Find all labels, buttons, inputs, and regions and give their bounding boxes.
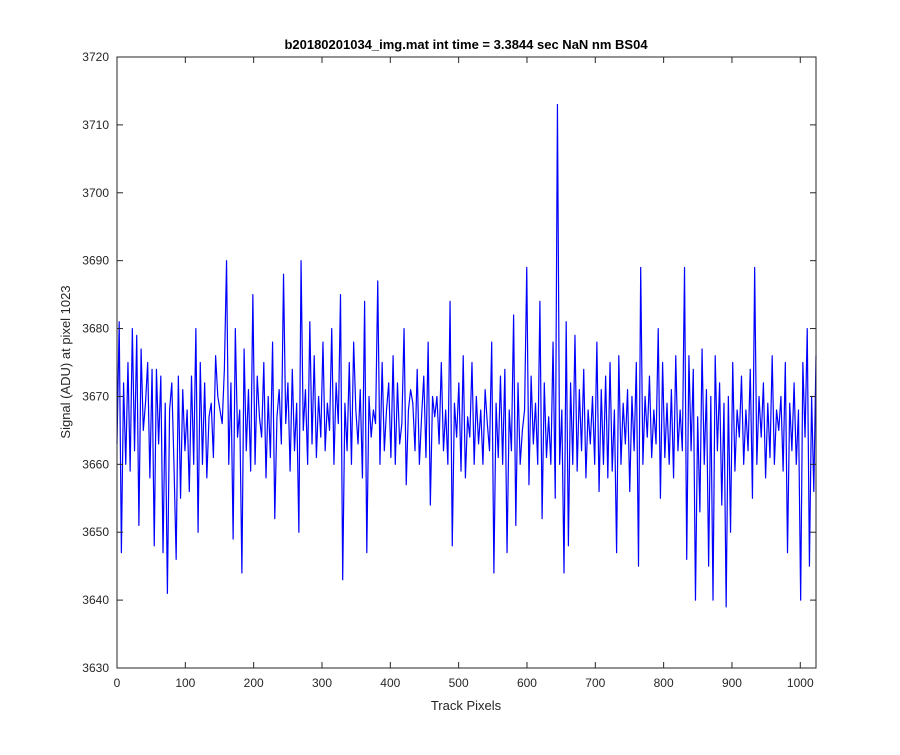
y-tick-label: 3720 xyxy=(82,50,109,64)
x-tick-label: 100 xyxy=(175,676,195,690)
x-tick-label: 600 xyxy=(517,676,537,690)
y-axis-label: Signal (ADU) at pixel 1023 xyxy=(58,285,73,438)
y-tick-label: 3630 xyxy=(82,661,109,675)
x-tick-label: 500 xyxy=(449,676,469,690)
x-tick-label: 800 xyxy=(654,676,674,690)
signal-series-line xyxy=(116,103,817,608)
y-tick-label: 3690 xyxy=(82,254,109,268)
y-tick-label: 3710 xyxy=(82,118,109,132)
y-tick-label: 3640 xyxy=(82,593,109,607)
x-tick-label: 300 xyxy=(312,676,332,690)
chart-title: b20180201034_img.mat int time = 3.3844 s… xyxy=(284,37,648,52)
y-tick-label: 3670 xyxy=(82,389,109,403)
x-tick-label: 400 xyxy=(380,676,400,690)
y-tick-label: 3680 xyxy=(82,322,109,336)
y-tick-label: 3660 xyxy=(82,457,109,471)
x-tick-label: 900 xyxy=(722,676,742,690)
y-axis: 3630 3640 3650 3660 3670 3680 3690 3700 3710 3720 xyxy=(82,50,816,675)
plot-data-group xyxy=(116,103,817,608)
y-tick-label: 3700 xyxy=(82,186,109,200)
x-tick-label: 0 xyxy=(114,676,121,690)
x-tick-label: 200 xyxy=(244,676,264,690)
x-tick-label: 1000 xyxy=(787,676,814,690)
plot-area-box xyxy=(116,56,817,669)
plot-area-background xyxy=(117,57,816,668)
y-tick-label: 3650 xyxy=(82,525,109,539)
x-axis: 0 100 200 300 400 500 600 700 800 900 1000 xyxy=(114,57,814,690)
x-axis-label: Track Pixels xyxy=(431,698,502,713)
x-tick-label: 700 xyxy=(585,676,605,690)
